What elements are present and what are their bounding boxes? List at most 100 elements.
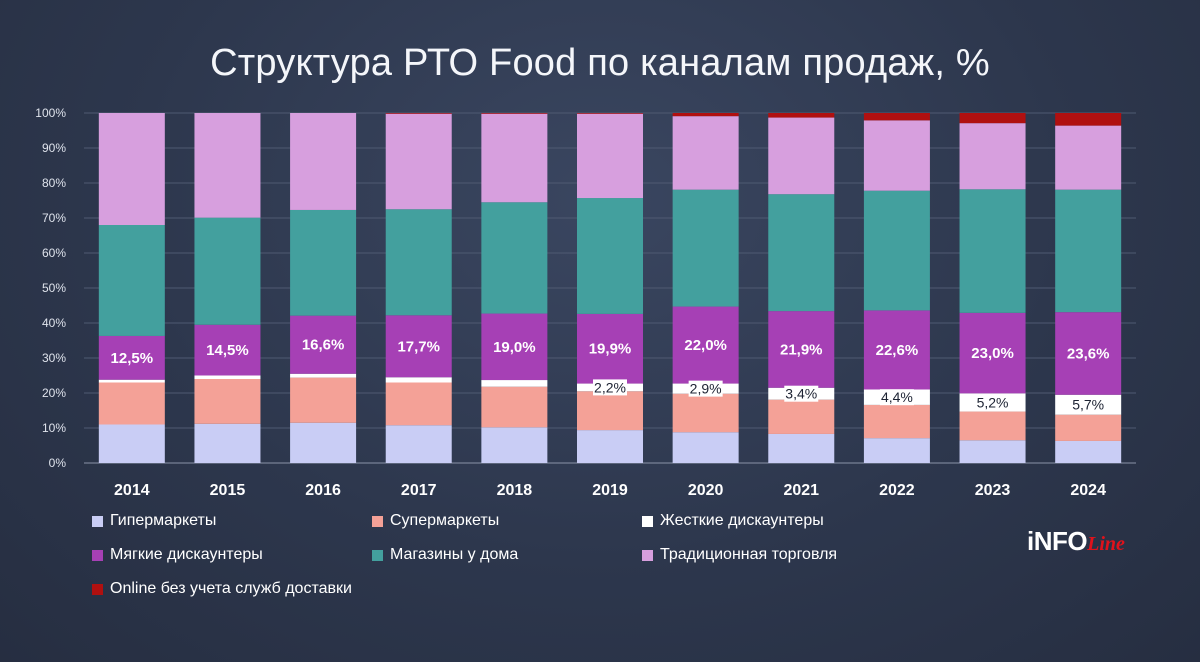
bar-segment	[98, 382, 165, 425]
bar-segment	[481, 427, 548, 463]
x-tick-label: 2023	[975, 482, 1011, 499]
bar-segment	[672, 393, 739, 433]
infoline-logo: iNFOLine	[1027, 526, 1125, 560]
data-label: 3,4%	[785, 386, 817, 402]
bar-segment	[98, 379, 165, 383]
bar-segment	[98, 424, 165, 463]
legend-label: Гипермаркеты	[110, 512, 217, 529]
bar-segment	[385, 113, 452, 210]
legend-label: Магазины у дома	[390, 546, 519, 563]
data-label: 2,2%	[594, 379, 626, 395]
x-tick-label: 2020	[688, 482, 724, 499]
data-label: 23,6%	[1067, 345, 1110, 362]
bar-segment	[959, 123, 1026, 190]
y-tick-label: 60%	[42, 246, 66, 260]
x-tick-label: 2014	[114, 482, 150, 499]
data-label-box	[784, 385, 819, 402]
legend-item: Мягкие дискаунтеры	[92, 546, 263, 564]
legend-label: Мягкие дискаунтеры	[110, 546, 263, 563]
bar-segment	[1055, 125, 1122, 190]
bar-segment	[385, 209, 452, 316]
bar-segment	[863, 120, 930, 191]
y-tick-label: 10%	[42, 421, 66, 435]
bar-segment	[672, 116, 739, 190]
data-label: 19,9%	[589, 341, 632, 358]
bar-segment	[1055, 189, 1122, 313]
legend-swatch	[642, 549, 653, 561]
bar-segment	[959, 411, 1026, 441]
legend-swatch	[642, 515, 653, 527]
bar-segment	[290, 209, 357, 316]
bar-segment	[577, 113, 643, 114]
bar-segment	[577, 198, 643, 314]
y-tick-label: 90%	[42, 141, 66, 155]
bar-segment	[481, 113, 548, 114]
bar-segment	[863, 190, 930, 311]
logo-script-text: Line	[1087, 533, 1125, 555]
bar-segment	[290, 377, 357, 423]
y-tick-label: 0%	[49, 456, 67, 470]
bar-segment	[194, 375, 261, 379]
legend-item: Традиционная торговля	[642, 546, 837, 564]
bar-segment	[290, 373, 357, 378]
bar-segment	[1055, 113, 1122, 126]
data-label: 14,5%	[206, 342, 249, 359]
y-tick-label: 100%	[35, 106, 66, 120]
legend-swatch	[372, 549, 383, 561]
bar-segment	[768, 117, 835, 195]
bar-segment	[768, 399, 835, 434]
data-label: 16,6%	[302, 337, 345, 354]
bar-segment	[1055, 414, 1122, 441]
bar-segment	[768, 311, 835, 388]
bar-segment	[577, 430, 643, 463]
bar-segment	[1055, 312, 1122, 395]
bar-segment	[194, 324, 261, 376]
bar-segment	[481, 380, 548, 387]
bar-segment	[481, 202, 548, 314]
bar-segment	[577, 113, 643, 199]
bar-segment	[672, 113, 739, 117]
bar-segment	[385, 377, 452, 383]
bar-segment	[481, 386, 548, 428]
legend-swatch	[92, 515, 103, 527]
data-label: 5,2%	[977, 394, 1009, 410]
bar-segment	[959, 312, 1026, 394]
bar-segment	[768, 433, 835, 463]
bar-segment	[959, 189, 1026, 313]
bar-segment	[672, 306, 739, 384]
bar-segment	[863, 310, 930, 390]
bar-segment	[290, 113, 357, 210]
data-label-box	[879, 389, 914, 406]
bar-segment	[577, 313, 643, 384]
bar-segment	[863, 404, 930, 439]
bar-segment	[672, 432, 739, 463]
data-label-box	[593, 379, 627, 396]
legend-label: Супермаркеты	[390, 512, 500, 529]
y-tick-label: 70%	[42, 211, 66, 225]
bar-segment	[1055, 440, 1122, 463]
legend-swatch	[92, 549, 103, 561]
bar-segment	[194, 423, 261, 463]
bar-segment	[768, 194, 835, 312]
bar-segment	[385, 382, 452, 426]
data-label: 2,9%	[690, 381, 722, 397]
legend-label: Жесткие дискаунтеры	[660, 512, 824, 529]
data-label-box	[688, 380, 723, 397]
x-tick-label: 2021	[783, 482, 819, 499]
y-tick-label: 50%	[42, 281, 66, 295]
bar-segment	[290, 315, 357, 374]
x-tick-label: 2016	[305, 482, 341, 499]
data-label: 22,6%	[876, 342, 919, 359]
bar-segment	[959, 440, 1026, 463]
bar-segment	[768, 113, 835, 118]
x-tick-label: 2019	[592, 482, 628, 499]
y-tick-label: 80%	[42, 176, 66, 190]
bar-segment	[385, 425, 452, 463]
bar-segment	[194, 113, 261, 218]
legend-item: Жесткие дискаунтеры	[642, 512, 824, 530]
bar-segment	[385, 113, 452, 114]
data-label: 19,0%	[493, 339, 536, 356]
data-label-box	[975, 394, 1010, 411]
chart-legend: Гипермаркеты Супермаркеты Жесткие дискаунт…	[92, 512, 912, 612]
